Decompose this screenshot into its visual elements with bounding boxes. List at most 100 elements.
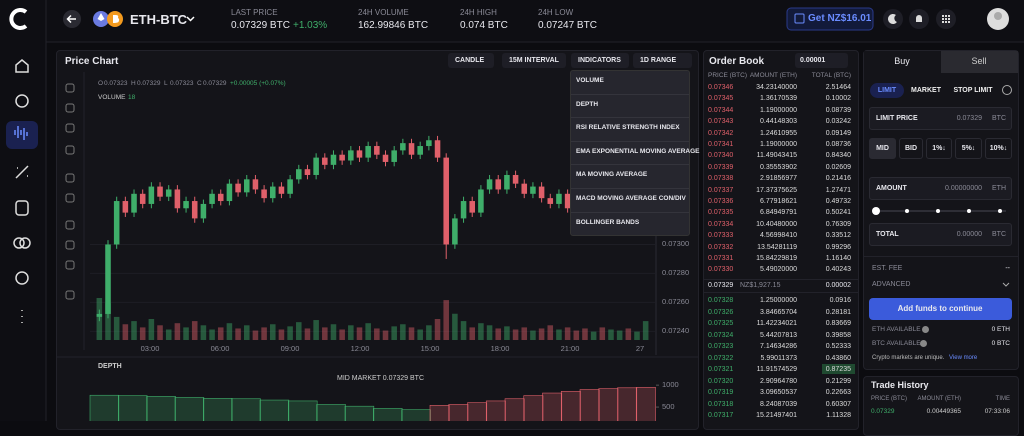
promo-text[interactable]: Get NZ$16.01: [808, 13, 872, 24]
step-value[interactable]: 0.00001: [800, 57, 826, 64]
tool-icon[interactable]: [65, 240, 75, 250]
bid-price: 0.07317: [708, 412, 734, 419]
control-label[interactable]: 15M INTERVAL: [509, 57, 559, 64]
depth-bid: [373, 408, 403, 421]
menu-item[interactable]: DEPTH: [576, 100, 599, 108]
order-type[interactable]: MARKET: [911, 87, 941, 94]
control-button[interactable]: [633, 53, 692, 68]
candle-body: [478, 189, 484, 213]
price-button-label[interactable]: 5%↓: [961, 145, 976, 152]
vault-icon[interactable]: [15, 200, 29, 216]
total-field[interactable]: [869, 223, 1012, 246]
tool-icon[interactable]: [65, 260, 75, 270]
depth-bid: [259, 399, 290, 421]
tool-icon[interactable]: [65, 145, 75, 155]
candle-body: [400, 143, 406, 151]
price-button-label[interactable]: 1%↓: [932, 145, 946, 152]
pair-chevron[interactable]: [186, 16, 195, 22]
tool-icon[interactable]: [65, 173, 75, 183]
price-button[interactable]: [926, 138, 952, 159]
volume-bar: [209, 329, 215, 340]
volume-bar: [590, 331, 597, 340]
home-icon[interactable]: [15, 59, 29, 73]
volume-bar: [122, 324, 129, 340]
price-button-label[interactable]: MID: [876, 145, 889, 152]
sell-tab[interactable]: [941, 51, 1018, 73]
limit-price-field[interactable]: [869, 107, 1012, 130]
candle-body: [339, 154, 345, 161]
price-button[interactable]: [985, 138, 1012, 159]
bid-amount: 5.44207813: [760, 331, 797, 339]
price-button-label[interactable]: 10%↓: [989, 145, 1008, 152]
control-button[interactable]: [571, 53, 629, 68]
menu-item[interactable]: BOLLINGER BANDS: [576, 218, 640, 226]
activity-icon[interactable]: [15, 271, 29, 285]
advanced-toggle[interactable]: ADVANCED: [872, 281, 911, 288]
ask-price: 0.07331: [708, 255, 734, 262]
volume-bar: [356, 327, 363, 340]
eth-available-value: 0 ETH: [991, 326, 1010, 333]
pair-name[interactable]: ETH-BTC: [130, 12, 188, 27]
volume-bar: [330, 324, 337, 340]
trade-icon[interactable]: [14, 126, 28, 140]
promo-button[interactable]: [786, 7, 874, 31]
volume-value: 18: [128, 94, 136, 101]
control-label[interactable]: 1D RANGE: [640, 57, 677, 64]
slider-dot[interactable]: [998, 209, 1002, 213]
control-label[interactable]: INDICATORS: [578, 57, 621, 64]
tool-icon[interactable]: [65, 220, 75, 230]
buy-tab[interactable]: [864, 51, 941, 73]
candle-body: [243, 179, 250, 193]
control-button[interactable]: [448, 53, 494, 68]
slider-dot[interactable]: [936, 209, 940, 213]
ask-total: 0.21416: [825, 175, 851, 183]
volume-bar: [460, 321, 467, 340]
link-icon-a[interactable]: [13, 237, 25, 249]
note-link[interactable]: View more: [949, 355, 978, 361]
slider-dot[interactable]: [872, 207, 880, 215]
gift-icon: [794, 13, 805, 24]
slider-dot[interactable]: [905, 209, 909, 213]
tool-icon[interactable]: [65, 193, 75, 203]
volume-bar: [573, 330, 580, 340]
order-type[interactable]: STOP LIMIT: [953, 87, 993, 94]
control-button[interactable]: [502, 53, 566, 68]
bid-price: 0.07319: [708, 389, 734, 396]
tool-icon[interactable]: [65, 83, 75, 93]
tab-label[interactable]: Sell: [971, 56, 987, 66]
price-button[interactable]: [869, 138, 896, 159]
menu-item[interactable]: EMA EXPONENTIAL MOVING AVERAGE: [576, 147, 700, 155]
tab-label[interactable]: Buy: [894, 56, 910, 66]
step-select[interactable]: [795, 53, 848, 68]
settings-icon[interactable]: [1002, 85, 1012, 95]
amount-field[interactable]: [869, 177, 1012, 200]
volume-bar: [408, 327, 415, 340]
price-button[interactable]: [955, 138, 982, 159]
portfolio-icon[interactable]: [15, 94, 29, 108]
candle-body: [495, 179, 502, 190]
candle-body: [391, 150, 397, 162]
price-button[interactable]: [899, 138, 923, 159]
tool-icon[interactable]: [65, 103, 75, 113]
indicators-menu: [570, 70, 690, 236]
menu-item[interactable]: RSI RELATIVE STRENGTH INDEX: [576, 124, 680, 132]
tool-icon[interactable]: [65, 123, 75, 133]
candle-body: [105, 244, 111, 314]
order-type[interactable]: LIMIT: [877, 87, 897, 94]
menu-divider: [571, 117, 689, 119]
add-funds-button[interactable]: [869, 298, 1012, 320]
price-button-label[interactable]: BID: [904, 145, 918, 152]
add-funds-label[interactable]: Add funds to continue: [897, 304, 983, 313]
candle-body: [417, 146, 423, 155]
control-label[interactable]: CANDLE: [455, 57, 485, 64]
slider-dot[interactable]: [967, 209, 971, 213]
tool-icon[interactable]: [65, 290, 75, 300]
x-tick-label: 27: [635, 344, 645, 353]
volume-bar: [478, 323, 484, 340]
volume-bar: [547, 325, 554, 340]
menu-item[interactable]: VOLUME: [576, 77, 604, 84]
menu-item[interactable]: MACD MOVING AVERAGE CON/DIV: [576, 195, 686, 202]
ohlc-key: L: [164, 80, 168, 87]
earn-icon[interactable]: [15, 165, 29, 179]
menu-item[interactable]: MA MOVING AVERAGE: [576, 171, 648, 179]
